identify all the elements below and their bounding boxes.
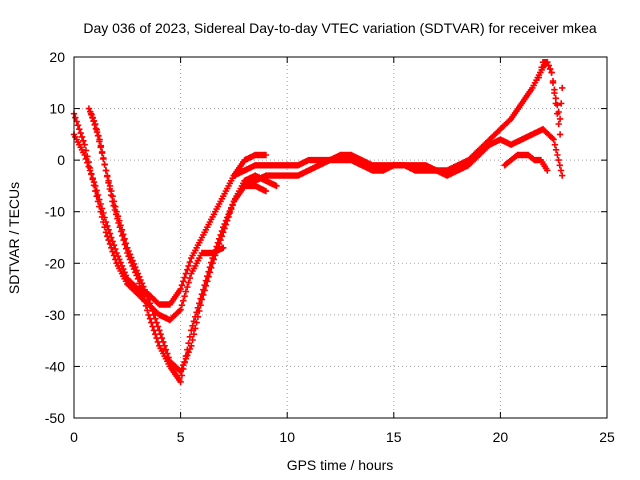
x-tick-label: 25 — [599, 429, 615, 445]
x-tick-label: 10 — [279, 429, 295, 445]
x-tick-label: 0 — [70, 429, 78, 445]
series-track-4 — [87, 110, 270, 386]
series-track-5 — [230, 59, 564, 179]
ticks: -50 -40 -30 -20 -10 0 10 20 0 5 10 15 20 25 — [45, 49, 615, 445]
y-tick-label: -10 — [45, 204, 65, 220]
x-axis-label: GPS time / hours — [287, 457, 394, 473]
series-markers — [230, 59, 564, 179]
y-tick-label: 10 — [49, 101, 65, 117]
series-track-7 — [501, 151, 551, 174]
y-tick-label: 0 — [57, 152, 65, 168]
y-tick-label: -20 — [45, 255, 65, 271]
y-axis-label: SDTVAR / TECUs — [6, 182, 22, 294]
series-markers — [535, 59, 566, 123]
x-tick-label: 20 — [493, 429, 509, 445]
y-tick-label: 20 — [49, 49, 65, 65]
series-track-6 — [241, 126, 566, 184]
y-tick-label: -30 — [45, 307, 65, 323]
y-tick-label: -50 — [45, 410, 65, 426]
y-tick-label: -40 — [45, 358, 65, 374]
series-track-8 — [535, 59, 566, 123]
x-tick-label: 5 — [177, 429, 185, 445]
series-markers — [241, 126, 566, 184]
plot-frame — [73, 56, 608, 419]
x-tick-label: 15 — [386, 429, 402, 445]
series-markers — [87, 110, 270, 386]
series-markers — [501, 151, 551, 174]
series-layer — [70, 59, 566, 386]
chart-title: Day 036 of 2023, Sidereal Day-to-day VTE… — [83, 20, 596, 36]
